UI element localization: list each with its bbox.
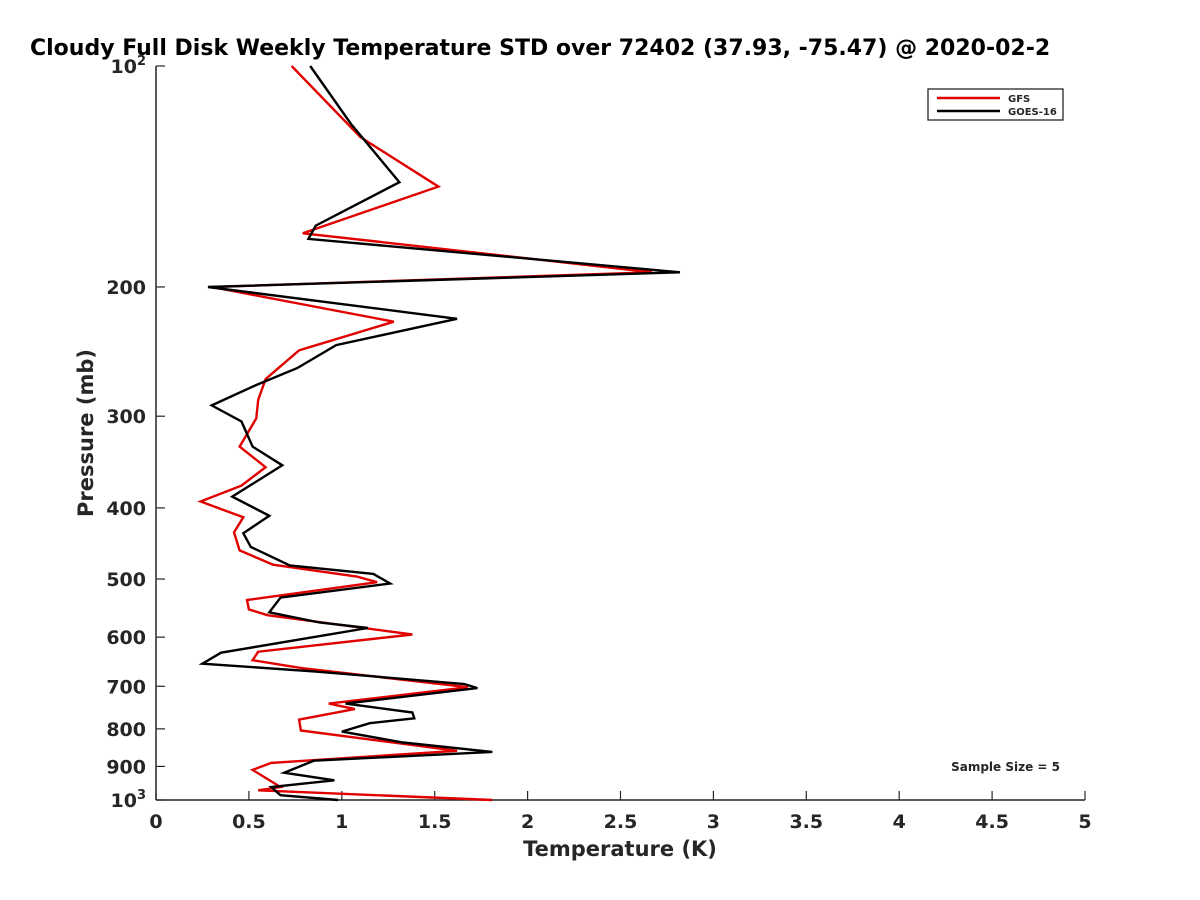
x-tick-label: 5 [1078, 811, 1091, 833]
y-tick-label: 500 [106, 569, 146, 591]
x-tick-label: 1.5 [418, 811, 452, 833]
x-tick-label: 4.5 [975, 811, 1009, 833]
sample-size-annotation: Sample Size = 5 [951, 760, 1060, 774]
y-tick-exponent: 3 [137, 788, 146, 803]
y-tick-label: 200 [106, 277, 146, 299]
x-tick-label: 2 [521, 811, 534, 833]
y-tick-label-power: 103 [111, 788, 147, 812]
y-tick-label: 400 [106, 498, 146, 520]
plot-axes: 0 0.5 1 1.5 2 2.5 3 3.5 4 4.5 51022003004005006007… [106, 54, 1091, 833]
x-tick-label: 2.5 [604, 811, 638, 833]
x-tick-label: 4 [893, 811, 906, 833]
y-tick-label: 800 [106, 719, 146, 741]
y-axis-label: Pressure (mb) [74, 349, 98, 517]
x-tick-label: 0.5 [232, 811, 266, 833]
chart-title: Cloudy Full Disk Weekly Temperature STD … [30, 36, 1050, 61]
legend-box [927, 88, 1064, 121]
legend-label: GOES-16 [1008, 107, 1057, 118]
series-layer [197, 65, 681, 802]
x-tick-label: 1 [335, 811, 348, 833]
series-line-goes-16 [198, 65, 681, 802]
x-tick-label: 3 [707, 811, 720, 833]
legend: GFS GOES-16 [927, 88, 1064, 121]
y-tick-label: 900 [106, 756, 146, 778]
y-tick-label-power: 102 [111, 54, 147, 78]
y-tick-label: 600 [106, 627, 146, 649]
x-tick-label: 3.5 [789, 811, 823, 833]
y-tick-label: 700 [106, 676, 146, 698]
series-line-gfs [197, 65, 653, 802]
y-tick-exponent: 2 [137, 54, 146, 69]
x-tick-label: 0 [149, 811, 162, 833]
y-tick-base: 10 [111, 56, 137, 78]
legend-label: GFS [1008, 94, 1030, 105]
x-axis-label: Temperature (K) [523, 837, 717, 861]
y-tick-label: 300 [106, 406, 146, 428]
y-tick-base: 10 [111, 790, 137, 812]
